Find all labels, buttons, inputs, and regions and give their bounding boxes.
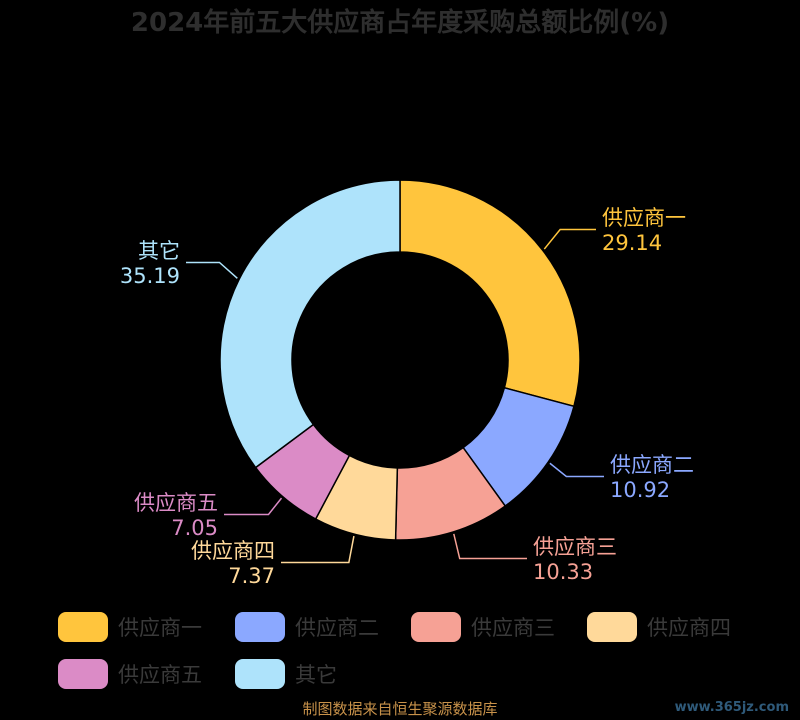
- legend-item-1[interactable]: 供应商一: [58, 612, 202, 642]
- legend-label: 供应商五: [118, 663, 202, 687]
- slice-2-label: 供应商二: [610, 453, 694, 477]
- slice-5-leader-line: [224, 497, 283, 516]
- legend-item-4[interactable]: 供应商四: [587, 612, 731, 642]
- slice-4-leader-line: [281, 535, 355, 564]
- slice-5-value: 7.05: [171, 516, 218, 540]
- legend-item-6[interactable]: 其它: [235, 659, 337, 689]
- legend-label: 供应商四: [647, 616, 731, 640]
- legend-item-5[interactable]: 供应商五: [58, 659, 202, 689]
- slice-2-value: 10.92: [610, 478, 670, 502]
- slice-3-value: 10.33: [533, 560, 593, 584]
- legend-swatch: [58, 612, 108, 642]
- legend-label: 供应商三: [471, 616, 555, 640]
- slice-6: [219, 179, 401, 469]
- legend-swatch: [235, 612, 285, 642]
- slice-5-label: 供应商五: [134, 491, 218, 515]
- slice-1-label: 供应商一: [602, 206, 686, 230]
- slice-3-label: 供应商三: [533, 535, 617, 559]
- slice-6-value: 35.19: [120, 264, 180, 288]
- legend-swatch: [235, 659, 285, 689]
- legend-swatch: [58, 659, 108, 689]
- slice-4-value: 7.37: [228, 564, 275, 588]
- slice-1-leader-line: [543, 228, 596, 250]
- legend-label: 供应商一: [118, 616, 202, 640]
- slice-1-value: 29.14: [602, 231, 662, 255]
- legend-swatch: [411, 612, 461, 642]
- donut-slices: [219, 179, 581, 541]
- legend-item-2[interactable]: 供应商二: [235, 612, 379, 642]
- chart-title: 2024年前五大供应商占年度采购总额比例(%): [131, 7, 669, 38]
- legend-item-3[interactable]: 供应商三: [411, 612, 555, 642]
- legend-label: 供应商二: [295, 616, 379, 640]
- watermark: www.365jz.com: [675, 700, 789, 715]
- slice-4-label: 供应商四: [191, 539, 275, 563]
- slice-6-leader-line: [186, 261, 238, 279]
- slice-2-leader-line: [549, 462, 604, 478]
- legend-label: 其它: [295, 663, 337, 687]
- legend-swatch: [587, 612, 637, 642]
- slice-1: [399, 179, 581, 408]
- slice-3-leader-line: [453, 533, 527, 560]
- slice-6-label: 其它: [138, 239, 180, 263]
- source-note: 制图数据来自恒生聚源数据库: [302, 700, 497, 718]
